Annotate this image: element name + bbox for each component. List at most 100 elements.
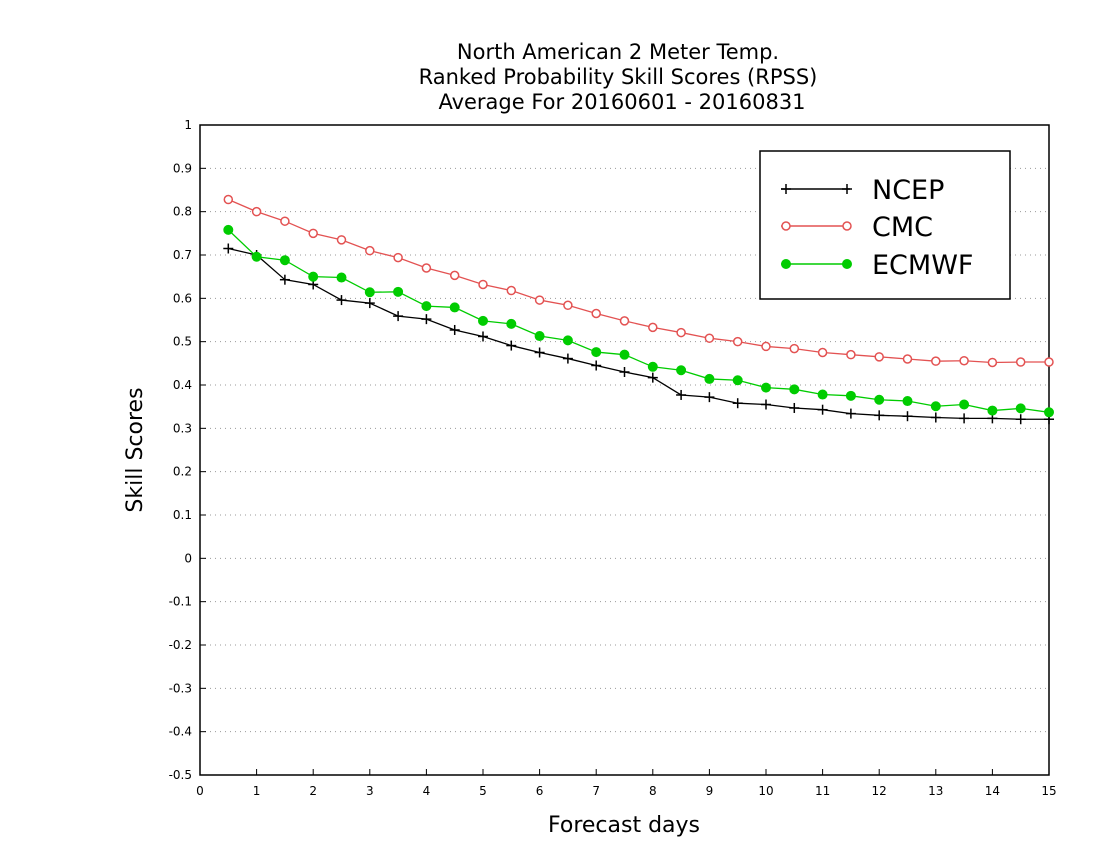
ecmwf-point [421, 301, 432, 312]
cmc-point [563, 300, 573, 311]
ncep-point [874, 410, 885, 421]
cmc-point [280, 216, 290, 226]
ecmwf-point [789, 384, 800, 395]
cmc-point [251, 206, 262, 217]
ncep-point [421, 314, 432, 325]
cmc-point [761, 341, 771, 352]
ncep-point [279, 274, 290, 285]
ecmwf-point [619, 349, 630, 360]
cmc-point [704, 333, 715, 343]
y-tick-label: 0.4 [173, 378, 192, 392]
ncep-point [704, 392, 715, 403]
ecmwf-point [704, 373, 715, 384]
legend-item-ncep: NCEP [781, 175, 944, 206]
ecmwf-point [279, 255, 290, 266]
legend-marker-ecmwf [842, 259, 852, 269]
x-tick-label: 14 [985, 784, 1000, 798]
cmc-point [506, 285, 517, 296]
ncep-point [534, 347, 545, 358]
y-tick-label: -0.1 [169, 595, 192, 609]
ecmwf-point [251, 251, 262, 262]
ncep-point [393, 311, 404, 322]
cmc-point [789, 343, 800, 354]
ncep-point [223, 243, 234, 254]
cmc-point [393, 252, 403, 263]
ecmwf-point [506, 318, 517, 329]
cmc-point [336, 235, 347, 245]
y-tick-label: 1 [184, 118, 192, 132]
y-tick-label: 0.5 [173, 335, 192, 349]
ecmwf-point [364, 287, 375, 298]
y-tick-label: 0 [184, 551, 192, 565]
series-ecmwf [223, 224, 1054, 418]
ecmwf-point [676, 365, 687, 376]
ecmwf-point [874, 394, 885, 405]
cmc-point [846, 349, 856, 360]
ecmwf-point [930, 401, 941, 412]
cmc-point [421, 263, 432, 273]
cmc-point [365, 245, 375, 256]
legend: NCEP CMC ECMWF [759, 150, 1011, 300]
ncep-point [959, 413, 970, 424]
y-tick-label: -0.5 [169, 768, 192, 782]
cmc-point [534, 295, 545, 305]
ecmwf-point [534, 331, 545, 342]
legend-marker-ncep [781, 184, 791, 194]
chart-title-line-1: North American 2 Meter Temp. [457, 40, 779, 64]
y-tick-label: 0.8 [173, 205, 192, 219]
ncep-point [506, 340, 517, 351]
ncep-point [789, 402, 800, 413]
ecmwf-point [845, 390, 856, 401]
ncep-point [732, 398, 743, 409]
y-tick-label: 0.1 [173, 508, 192, 522]
legend-marker-ecmwf [781, 259, 791, 269]
ncep-point [647, 372, 658, 383]
x-tick-label: 3 [366, 784, 374, 798]
cmc-point [959, 355, 969, 366]
x-tick-label: 7 [592, 784, 600, 798]
y-tick-label: 0.3 [173, 421, 192, 435]
ncep-point [1015, 414, 1026, 425]
cmc-point [987, 357, 998, 368]
x-tick-label: 5 [479, 784, 487, 798]
ecmwf-point [1015, 403, 1026, 414]
legend-box [759, 150, 1011, 300]
ecmwf-point [336, 272, 347, 283]
series-group [223, 194, 1054, 425]
ecmwf-point [449, 302, 460, 313]
cmc-point [1015, 357, 1026, 367]
legend-item-cmc: CMC [781, 212, 933, 243]
ecmwf-point [308, 271, 319, 282]
legend-item-ecmwf: ECMWF [781, 250, 973, 281]
legend-marker-cmc [781, 221, 791, 231]
cmc-point [874, 352, 884, 362]
ncep-point [562, 353, 573, 364]
legend-marker-cmc [842, 221, 852, 231]
x-tick-label: 2 [309, 784, 317, 798]
cmc-point [648, 322, 658, 333]
ecmwf-point [902, 396, 913, 407]
ncep-point [902, 411, 913, 422]
x-tick-label: 6 [536, 784, 544, 798]
y-tick-label: -0.3 [169, 681, 192, 695]
ecmwf-point [591, 347, 602, 358]
x-tick-label: 10 [758, 784, 773, 798]
y-tick-label: 0.6 [173, 291, 192, 305]
ncep-point [449, 324, 460, 335]
ecmwf-point [732, 375, 743, 386]
x-tick-label: 11 [815, 784, 830, 798]
x-axis-title: Forecast days [548, 813, 700, 838]
x-tick-label: 15 [1041, 784, 1056, 798]
x-tick-label: 1 [253, 784, 261, 798]
ecmwf-point [817, 389, 828, 400]
ecmwf-point [393, 286, 404, 297]
x-tick-label: 12 [872, 784, 887, 798]
cmc-point [902, 354, 913, 364]
ncep-point [676, 389, 687, 400]
cmc-point [817, 347, 828, 358]
x-tick-label: 8 [649, 784, 657, 798]
ecmwf-point [562, 335, 573, 346]
cmc-point [676, 327, 686, 338]
cmc-point [223, 194, 234, 205]
